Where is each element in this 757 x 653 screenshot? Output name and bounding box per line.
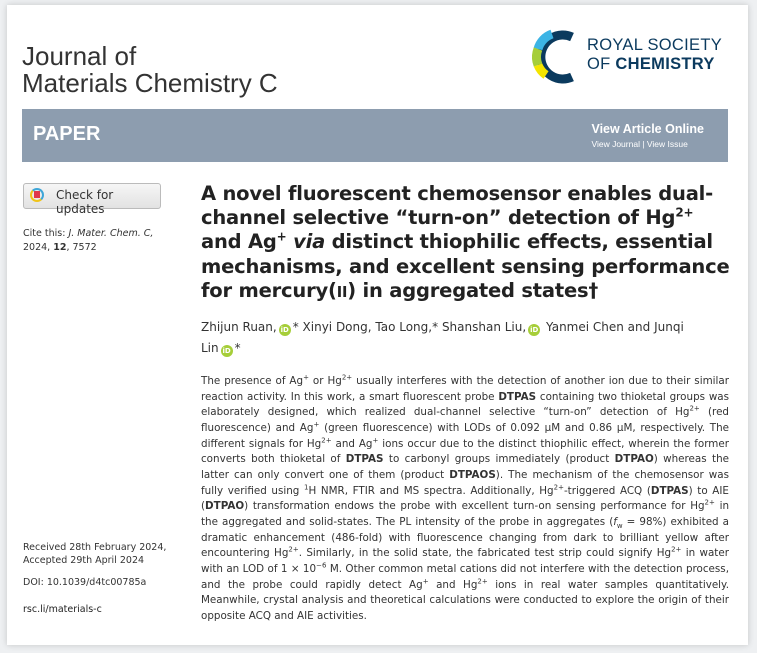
title-text-run: A novel fluorescent chemosensor enables … xyxy=(201,182,714,230)
article-title: A novel fluorescent chemosensor enables … xyxy=(201,182,731,305)
author-name[interactable]: Tao Long,* xyxy=(375,320,439,334)
abstract: The presence of Ag+ or Hg2+ usually inte… xyxy=(201,374,729,625)
author-list: Zhijun Ruan, iD * Xinyi Dong, Tao Long,* S… xyxy=(201,317,701,359)
abstract-text-run: f xyxy=(613,515,617,528)
check-for-updates-button[interactable]: Check for updates xyxy=(23,183,161,216)
abstract-text-run: containing two thioketal groups was elab… xyxy=(201,390,730,419)
abstract-text-run: ). The mechanism of the chemosensor was … xyxy=(201,468,729,497)
journal-title-line2: Materials Chemistry C xyxy=(22,68,278,98)
title-text-run: II xyxy=(336,283,348,301)
check-for-updates-label: Check for updates xyxy=(56,188,114,216)
abstract-text-run: ) to AIE ( xyxy=(201,484,729,513)
author-name[interactable]: Junqi Lin xyxy=(201,320,684,355)
title-text-run: distinct thiophilic effects, essential m… xyxy=(201,230,730,302)
abstract-text-run: DTPAOS xyxy=(449,468,496,481)
abstract-text-run: ) transformation endows the probe with e… xyxy=(244,500,705,513)
cite-journal: J. Mater. Chem. C, xyxy=(68,228,154,239)
cite-page: , 7572 xyxy=(66,242,97,253)
abstract-text-run: DTPAO xyxy=(614,453,654,466)
orcid-icon[interactable]: iD xyxy=(220,345,233,357)
publisher-line1: ROYAL SOCIETY xyxy=(587,36,723,54)
abstract-text-run: 2+ xyxy=(553,483,564,492)
corresponding-author-mark: * xyxy=(292,320,299,334)
author-name[interactable]: Zhijun Ruan, xyxy=(201,320,277,334)
corresponding-author-mark: * xyxy=(234,341,241,355)
abstract-text-run: in the aggregated and solid-states. The … xyxy=(201,500,729,528)
abstract-text-run: 2+ xyxy=(477,577,488,586)
abstract-text-run: 2+ xyxy=(671,545,682,554)
orcid-icon[interactable]: iD xyxy=(528,324,541,336)
abstract-text-run: + xyxy=(372,436,379,445)
title-text-run: 2+ xyxy=(675,205,694,220)
abstract-text-run: (red fluorescence) and Ag xyxy=(201,406,729,434)
abstract-text-run: = 98%) exhibited a dramatic enhancement … xyxy=(201,515,729,560)
abstract-text-run: 2+ xyxy=(288,545,299,554)
abstract-text-run: DTPAS xyxy=(650,484,689,497)
title-text-run: ) in aggregated states† xyxy=(347,278,598,302)
view-issue-link[interactable]: View Issue xyxy=(646,139,688,149)
abstract-text-run: The presence of Ag xyxy=(201,375,304,387)
abstract-text-run: . Similarly, in the solid state, the fab… xyxy=(298,547,672,560)
rsc-logo-icon xyxy=(532,29,574,84)
abstract-text-run: DTPAS xyxy=(345,453,384,466)
abstract-text-run: H NMR, FTIR and MS spectra. Additionally… xyxy=(308,484,554,497)
article-type-label: PAPER xyxy=(33,123,101,145)
title-text-run: + xyxy=(276,229,287,244)
abstract-text-run: + xyxy=(422,577,429,586)
abstract-text-run: 2+ xyxy=(321,436,332,445)
publisher-name: ROYAL SOCIETY OF CHEMISTRY xyxy=(587,36,722,74)
cite-year: 2024, xyxy=(23,242,51,253)
abstract-text-run: and Hg xyxy=(428,578,478,591)
abstract-text-run: w xyxy=(616,521,623,530)
title-text-run: via xyxy=(293,230,326,254)
view-article-online-link[interactable]: View Article Online xyxy=(591,122,704,136)
crossmark-icon xyxy=(30,188,44,202)
abstract-text-run: + xyxy=(303,373,309,382)
abstract-text-run: 1 xyxy=(303,483,309,492)
abstract-text-run: + xyxy=(313,420,320,429)
abstract-text-run: -triggered ACQ ( xyxy=(563,484,651,497)
abstract-text-run: (green fluorescence) with LODs of 0.092 … xyxy=(201,421,729,450)
orcid-icon[interactable]: iD xyxy=(278,324,291,336)
doi[interactable]: DOI: 10.1039/d4tc00785a xyxy=(23,577,147,588)
view-journal-link[interactable]: View Journal xyxy=(591,139,640,149)
author-name[interactable]: Yanmei Chen and xyxy=(546,320,651,334)
abstract-text-run: usually interferes with the detection of… xyxy=(201,375,729,403)
abstract-text-run: 2+ xyxy=(689,404,700,413)
abstract-text-run: and Ag xyxy=(331,437,373,450)
abstract-text-run: ions in real water samples quantitativel… xyxy=(201,578,729,622)
dates: Received 28th February 2024, Accepted 29… xyxy=(23,541,166,567)
abstract-text-run: or Hg xyxy=(308,375,342,387)
abstract-text-run: −6 xyxy=(316,561,327,570)
title-text-run: and Ag xyxy=(201,230,277,254)
journal-title: Journal of Materials Chemistry C xyxy=(22,43,278,97)
abstract-text-run: DTPAO xyxy=(205,500,245,513)
view-links: View Article Online View Journal | View … xyxy=(591,122,704,149)
abstract-text-run: 2+ xyxy=(341,373,353,382)
article-type-banner: PAPER View Article Online View Journal |… xyxy=(22,109,728,162)
rsc-logo: ROYAL SOCIETY OF CHEMISTRY xyxy=(532,27,732,87)
abstract-text-run: M. Other common metal cations did not in… xyxy=(201,562,729,591)
publisher-line2-prefix: OF xyxy=(587,55,611,73)
citation: Cite this: J. Mater. Chem. C, 2024, 12, … xyxy=(23,227,153,255)
abstract-text-run: ) whereas the latter can only convert on… xyxy=(201,453,729,481)
abstract-text-run: ions occur due to the distinct thiophili… xyxy=(201,437,730,466)
received-date: Received 28th February 2024, xyxy=(23,542,167,553)
publisher-line2-bold: CHEMISTRY xyxy=(615,55,715,73)
journal-link[interactable]: rsc.li/materials-c xyxy=(23,604,102,615)
accepted-date: Accepted 29th April 2024 xyxy=(23,555,145,566)
cite-label: Cite this: xyxy=(23,228,66,239)
link-separator: | xyxy=(639,139,647,149)
journal-title-line1: Journal of xyxy=(22,41,137,71)
cite-volume: 12 xyxy=(53,242,67,253)
abstract-text-run: in water with an LOD of 1 × 10 xyxy=(201,547,729,575)
abstract-text-run: DTPAS xyxy=(498,390,537,403)
abstract-text-run: to carbonyl groups immediately (product xyxy=(383,453,615,466)
abstract-text-run: 2+ xyxy=(704,498,715,507)
author-name[interactable]: Shanshan Liu, xyxy=(441,320,527,334)
article-page: Journal of Materials Chemistry C ROYAL S… xyxy=(7,5,748,645)
author-name[interactable]: Xinyi Dong, xyxy=(302,320,372,334)
